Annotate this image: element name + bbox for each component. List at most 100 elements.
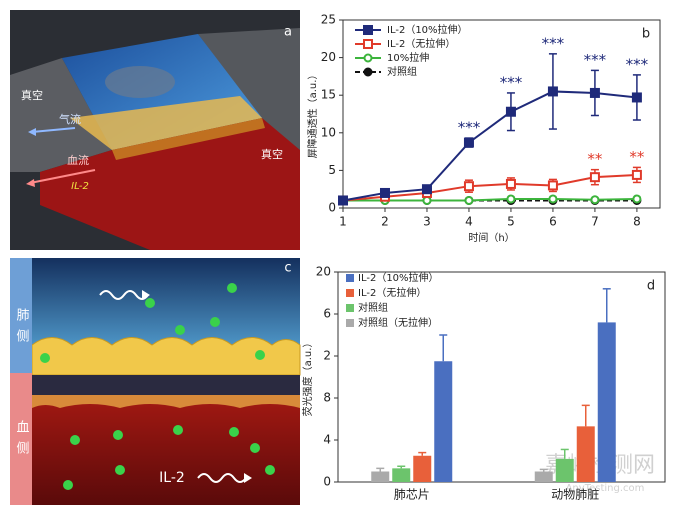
bar	[392, 468, 411, 482]
alveolar-cells	[105, 66, 175, 98]
y-tick-label: 5	[328, 163, 336, 177]
y-tick-label: 6	[323, 307, 331, 321]
y-tick-label: 2	[323, 349, 331, 363]
il2-label: IL-2	[159, 470, 185, 486]
x-tick-label: 2	[381, 215, 389, 229]
legend-marker	[363, 25, 373, 35]
series-line	[342, 90, 638, 202]
bar	[534, 471, 553, 482]
panel-label: d	[647, 279, 655, 294]
bar	[597, 322, 616, 482]
significance: ***	[500, 73, 523, 91]
marker	[421, 184, 432, 195]
x-tick-label: 8	[633, 215, 641, 229]
significance: ***	[458, 119, 481, 137]
il2-particles	[40, 283, 275, 490]
legend-label: IL-2（10%拉伸）	[387, 23, 468, 36]
air-label: 气流	[59, 112, 81, 126]
marker	[422, 195, 432, 205]
membrane-cells	[70, 96, 262, 150]
marker	[631, 92, 642, 103]
legend-swatch	[346, 304, 354, 312]
blood-arrow	[29, 169, 96, 184]
x-tick-label: 5	[507, 215, 515, 229]
legend-label: IL-2（无拉伸）	[387, 37, 455, 50]
x-tick-label: 4	[465, 215, 473, 229]
marker	[547, 180, 558, 191]
legend-marker	[363, 39, 373, 49]
significance: ***	[542, 34, 565, 52]
legend-label: 对照组	[358, 301, 388, 314]
x-tick-label: 肺芯片	[394, 488, 430, 502]
marker	[590, 195, 600, 205]
marker	[548, 194, 558, 204]
blood-side-label: 血侧	[14, 420, 30, 462]
significance: ***	[626, 55, 649, 73]
bar	[434, 361, 453, 482]
panel-label: a	[284, 25, 292, 40]
plot-frame	[337, 271, 666, 483]
vacuum-label: 真空	[21, 88, 43, 102]
marker	[589, 172, 600, 183]
membrane	[112, 118, 265, 160]
marker	[632, 194, 642, 204]
wavy-arrow-head	[244, 473, 252, 483]
x-axis-label: 时间（h）	[468, 231, 514, 244]
x-tick-label: 动物肺脏	[551, 487, 599, 502]
air-arrow	[31, 127, 76, 133]
y-tick-label: 8	[323, 391, 331, 405]
marker	[631, 169, 642, 180]
marker	[505, 178, 516, 189]
series-line	[342, 173, 637, 202]
watermark-url: AnyTesting.com	[566, 483, 645, 494]
y-tick-label: 20	[321, 50, 336, 64]
y-axis-label: 屏障通透性（a.u.）	[306, 70, 319, 159]
legend-label: 对照组（无拉伸）	[358, 316, 438, 329]
lung-side-label: 肺侧	[14, 308, 30, 350]
panel-label: b	[642, 27, 650, 42]
epithelium	[31, 337, 301, 376]
significance: **	[629, 148, 645, 166]
legend-marker	[363, 53, 373, 63]
panel-c: c 肺侧 血侧 IL-2	[10, 258, 301, 505]
bar	[576, 426, 595, 482]
marker	[506, 194, 516, 204]
blood-label: 血流	[67, 153, 89, 167]
membrane	[32, 375, 300, 395]
y-tick-label: 10	[321, 125, 336, 139]
x-tick-label: 7	[591, 215, 599, 229]
y-tick-label: 4	[323, 433, 331, 447]
legend-marker	[363, 67, 373, 77]
panel-a: a 真空 气流 血流 IL-2 真空	[10, 10, 300, 250]
legend-label: IL-2（10%拉伸）	[358, 271, 439, 284]
y-tick-label: 15	[321, 88, 336, 102]
legend-swatch	[346, 319, 354, 327]
legend-swatch	[346, 274, 354, 282]
air-arrow-head	[28, 128, 36, 136]
plot-frame	[342, 19, 661, 209]
y-tick-label: 20	[316, 265, 331, 279]
blood-arrow-head	[26, 179, 35, 187]
y-tick-label: 0	[323, 475, 331, 489]
blood-channel	[40, 118, 300, 250]
marker	[338, 195, 348, 206]
marker	[547, 86, 558, 97]
wavy-arrow-head	[142, 290, 150, 300]
bar	[413, 455, 432, 482]
endothelium	[32, 395, 300, 408]
marker	[463, 137, 474, 148]
y-tick-label: 25	[321, 13, 336, 27]
vacuum-label: 真空	[261, 147, 283, 161]
marker	[379, 187, 390, 198]
marker	[463, 181, 474, 192]
blood-side-strip	[10, 373, 32, 505]
marker	[464, 195, 474, 205]
vacuum-left-chamber	[10, 58, 112, 172]
marker	[505, 106, 516, 117]
x-tick-label: 6	[549, 215, 557, 229]
vacuum-right-chamber	[198, 28, 300, 178]
legend-label: IL-2（无拉伸）	[358, 286, 426, 299]
series-line	[343, 197, 637, 202]
y-tick-label: 0	[328, 201, 336, 215]
